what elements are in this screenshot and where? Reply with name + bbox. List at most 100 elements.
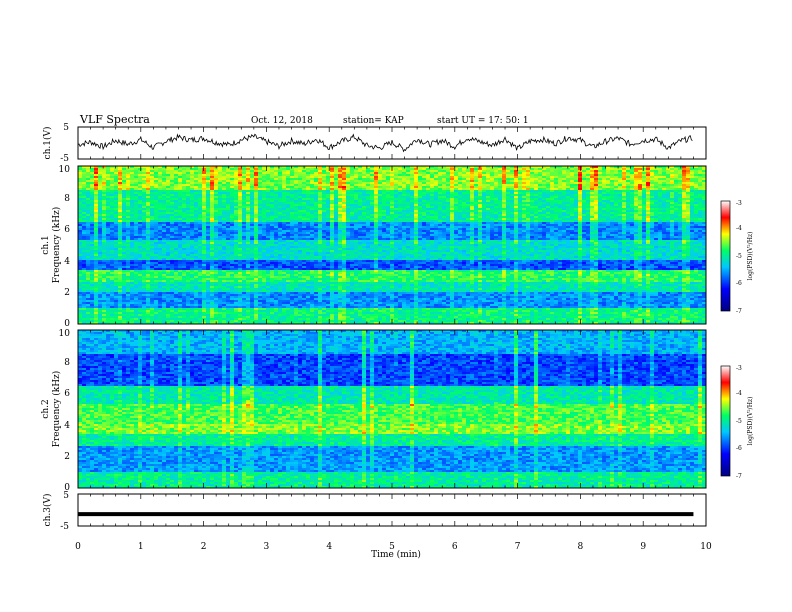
ch1-spectrogram-cell — [642, 212, 647, 215]
ch1-spectrogram-cell — [282, 200, 287, 203]
ch1-spectrogram-cell — [354, 170, 359, 173]
ch1-spectrogram-cell — [142, 176, 147, 179]
ch1-spectrogram-cell — [502, 188, 507, 191]
ch1-spectrogram-cell — [198, 170, 203, 173]
ch1-spectrogram-cell — [130, 174, 135, 177]
ch1-spectrogram-cell — [642, 166, 647, 169]
ch1-spectrogram-cell — [694, 170, 699, 173]
ch1-spectrogram-cell — [478, 174, 483, 177]
ch1-spectrogram-cell — [326, 202, 331, 205]
ch1-spectrogram-cell — [678, 208, 683, 211]
ch1-spectrogram-cell — [610, 202, 615, 205]
ch1-spectrogram-cell — [146, 168, 151, 171]
ch1-spectrogram-cell — [458, 176, 463, 179]
ch1-spectrogram-cell — [254, 196, 259, 199]
ch1-spectrogram-cell — [570, 196, 575, 199]
ch1-spectrogram-cell — [486, 178, 491, 181]
ch1-spectrogram-cell — [230, 176, 235, 179]
ch1-spectrogram-cell — [314, 210, 319, 213]
ch1-spectrogram-cell — [154, 214, 159, 217]
ch1-spectrogram-cell — [298, 178, 303, 181]
ch1-spectrogram-cell — [526, 204, 531, 207]
ch1-spectrogram-cell — [598, 170, 603, 173]
ch1-spectrogram-cell — [538, 180, 543, 183]
ch1-spectrogram-cell — [618, 206, 623, 209]
ch1-spectrogram-cell — [442, 184, 447, 187]
ch1-spectrogram-cell — [638, 200, 643, 203]
ch1-spectrogram-cell — [646, 202, 651, 205]
ch1-spectrogram-cell — [202, 188, 207, 191]
ch1-spectrogram-cell — [270, 216, 275, 219]
ch1-spectrogram-cell — [82, 192, 87, 195]
ch1-spectrogram-cell — [610, 180, 615, 183]
ch1-spectrogram-cell — [338, 202, 343, 205]
ch1-spectrogram-cell — [414, 216, 419, 219]
ch1-spectrogram-cell — [526, 206, 531, 209]
ch1-spectrogram-cell — [362, 188, 367, 191]
ch1-spectrogram-cell — [362, 216, 367, 219]
ch1-spectrogram-cell — [510, 180, 515, 183]
ch1-spectrogram-cell — [242, 182, 247, 185]
ch1-spectrogram-cell — [290, 172, 295, 175]
ch1-spectrogram-cell — [234, 186, 239, 189]
ch1-spectrogram-cell — [658, 204, 663, 207]
ch1-spectrogram-cell — [166, 184, 171, 187]
ch1-spectrogram-cell — [594, 174, 599, 177]
ch1-spectrogram-cell — [566, 212, 571, 215]
ch1-spectrogram-cell — [202, 174, 207, 177]
ch1-spectrogram-cell — [462, 198, 467, 201]
ch1-spectrogram-cell — [330, 172, 335, 175]
ch1-spectrogram-cell — [506, 178, 511, 181]
ch1-spectrogram-cell — [670, 198, 675, 201]
ch1-spectrogram-cell — [630, 202, 635, 205]
ch1-spectrogram-cell — [134, 194, 139, 197]
ch1-spectrogram-cell — [102, 166, 107, 169]
ch1-spectrogram-cell — [266, 196, 271, 199]
ch1-spectrogram-cell — [174, 196, 179, 199]
ch1-spectrogram-cell — [106, 212, 111, 215]
ch1-spectrogram-cell — [526, 176, 531, 179]
ch1-spectrogram-cell — [514, 172, 519, 175]
ch1-spectrogram-cell — [446, 194, 451, 197]
ch1-spectrogram-cell — [618, 176, 623, 179]
ch1-spectrogram-cell — [670, 196, 675, 199]
ch1-spectrogram-cell — [426, 176, 431, 179]
ch1-spectrogram-cell — [114, 172, 119, 175]
ch1-spectrogram-cell — [198, 168, 203, 171]
ch1-spectrogram-cell — [382, 176, 387, 179]
ch1-spectrogram-cell — [302, 202, 307, 205]
ch1-spectrogram-cell — [254, 186, 259, 189]
ch1-spectrogram-cell — [606, 184, 611, 187]
ch1-spectrogram-cell — [314, 172, 319, 175]
ch1-spectrogram-cell — [342, 212, 347, 215]
ch1-spectrogram-cell — [514, 180, 519, 183]
ch1-spectrogram-cell — [182, 174, 187, 177]
ch1-spectrogram-cell — [206, 168, 211, 171]
ch1-spectrogram-cell — [262, 206, 267, 209]
ch1-spectrogram-cell — [482, 198, 487, 201]
ch1-spectrogram-cell — [466, 198, 471, 201]
ch1-spectrogram-cell — [402, 214, 407, 217]
ch1-spectrogram-cell — [506, 170, 511, 173]
ch1-spectrogram-cell — [574, 190, 579, 193]
ch1-spectrogram-cell — [502, 216, 507, 219]
ch1-spectrogram-cell — [242, 214, 247, 217]
ch1-spectrogram-cell — [290, 196, 295, 199]
ch1-spectrogram-cell — [354, 200, 359, 203]
ch1-spectrogram-cell — [426, 198, 431, 201]
ch1-spectrogram-cell — [482, 184, 487, 187]
ch1-spectrogram-cell — [470, 180, 475, 183]
ch1-spectrogram-cell — [510, 214, 515, 217]
ch1-spectrogram-cell — [418, 212, 423, 215]
ch1-spectrogram-cell — [558, 188, 563, 191]
ch1-spectrogram-cell — [614, 198, 619, 201]
ch1-spectrogram-cell — [218, 212, 223, 215]
ch1-spectrogram-cell — [674, 182, 679, 185]
ch1-spectrogram-cell — [462, 194, 467, 197]
ch1-spectrogram-cell — [246, 206, 251, 209]
ch1-spectrogram-cell — [362, 182, 367, 185]
ch1-spectrogram-cell — [522, 186, 527, 189]
ch1-spectrogram-cell — [698, 172, 703, 175]
ch1-spectrogram-cell — [194, 216, 199, 219]
ch1-spectrogram-cell — [566, 200, 571, 203]
